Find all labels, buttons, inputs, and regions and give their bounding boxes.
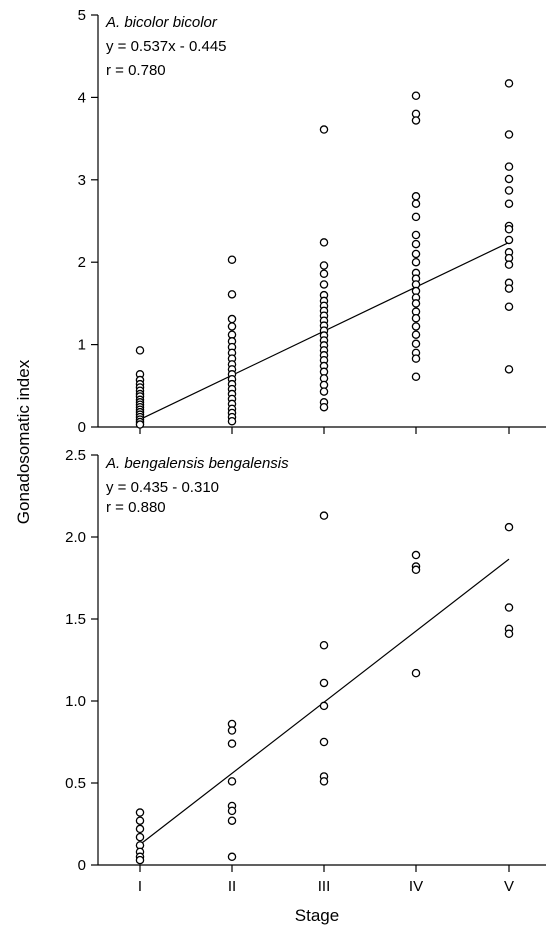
data-point (135, 420, 145, 429)
x-tick-label: I (138, 878, 142, 895)
data-point (135, 832, 145, 842)
data-point (504, 302, 514, 311)
panel-title: A. bengalensis bengalensis (105, 455, 289, 472)
data-point (411, 299, 421, 308)
correlation-coefficient: r = 0.880 (106, 499, 166, 516)
data-point (227, 322, 237, 331)
data-point (227, 806, 237, 816)
data-point (227, 726, 237, 735)
data-point (504, 522, 514, 532)
panel-bottom: A. bengalensis bengalensis y = 0.435 - 0… (65, 447, 546, 895)
correlation-coefficient: r = 0.780 (106, 62, 166, 79)
data-point (227, 416, 237, 426)
data-point (504, 365, 514, 374)
data-point (504, 186, 514, 195)
data-point (319, 511, 329, 520)
data-point (135, 346, 145, 355)
y-tick-label: 4 (78, 89, 86, 106)
data-point (227, 739, 237, 748)
data-point (411, 550, 421, 560)
data-point (411, 192, 421, 201)
data-point (504, 603, 514, 612)
x-tick-label: III (318, 878, 331, 895)
data-point (411, 313, 421, 323)
y-tick-label: 3 (78, 172, 86, 189)
data-point (227, 314, 237, 324)
y-axis-title: Gonadosomatic index (14, 359, 33, 524)
data-point (135, 824, 145, 834)
data-point (504, 130, 514, 139)
panel-title: A. bicolor bicolor (105, 14, 218, 31)
data-point (504, 284, 514, 293)
data-point (135, 855, 145, 865)
data-point (411, 565, 421, 575)
regression-equation: y = 0.537x - 0.445 (106, 38, 227, 55)
data-point (319, 678, 329, 688)
data-point (504, 235, 514, 245)
data-point (227, 255, 237, 264)
regression-equation: y = 0.435 - 0.310 (106, 479, 219, 496)
data-point (319, 777, 329, 786)
data-point (319, 402, 329, 412)
data-point (411, 230, 421, 240)
data-point (504, 199, 514, 208)
data-point (504, 629, 514, 639)
y-tick-label: 1.5 (65, 611, 86, 628)
data-point (227, 777, 237, 786)
x-tick-label: II (228, 878, 236, 895)
data-point (319, 737, 329, 747)
data-point (319, 701, 329, 711)
data-point (135, 816, 145, 825)
data-point (411, 668, 421, 678)
data-point (411, 257, 421, 267)
data-point (411, 239, 421, 249)
data-point (227, 816, 237, 825)
data-point (411, 322, 421, 331)
data-point (319, 640, 329, 650)
data-point (319, 125, 329, 134)
data-point (504, 224, 514, 234)
data-point (319, 238, 329, 247)
y-tick-label: 0 (78, 419, 86, 436)
data-point (227, 290, 237, 299)
y-tick-label: 2.5 (65, 447, 86, 464)
data-point (135, 808, 145, 817)
y-tick-label: 2.0 (65, 529, 86, 546)
data-point (411, 91, 421, 101)
x-tick-label: IV (409, 878, 423, 895)
data-point (411, 372, 421, 381)
data-point (504, 260, 514, 269)
x-tick-label: V (504, 878, 514, 895)
data-point (504, 162, 514, 171)
y-tick-label: 5 (78, 7, 86, 24)
data-point (227, 852, 237, 862)
x-axis-title: Stage (295, 906, 339, 925)
data-point (411, 199, 421, 208)
data-point (411, 330, 421, 339)
data-point (319, 387, 329, 396)
data-point (319, 261, 329, 270)
data-point (411, 339, 421, 349)
y-tick-label: 1 (78, 337, 86, 354)
y-tick-label: 0.5 (65, 775, 86, 792)
panel-top: A. bicolor bicolor y = 0.537x - 0.445 r … (78, 7, 546, 436)
data-point (411, 116, 421, 125)
data-point (504, 79, 514, 88)
data-point (504, 174, 514, 184)
data-point (411, 249, 421, 259)
y-tick-label: 1.0 (65, 693, 86, 710)
data-point (319, 269, 329, 278)
y-tick-label: 0 (78, 857, 86, 874)
data-point (411, 354, 421, 363)
data-point (411, 212, 421, 222)
y-tick-label: 2 (78, 254, 86, 271)
data-point (319, 280, 329, 289)
